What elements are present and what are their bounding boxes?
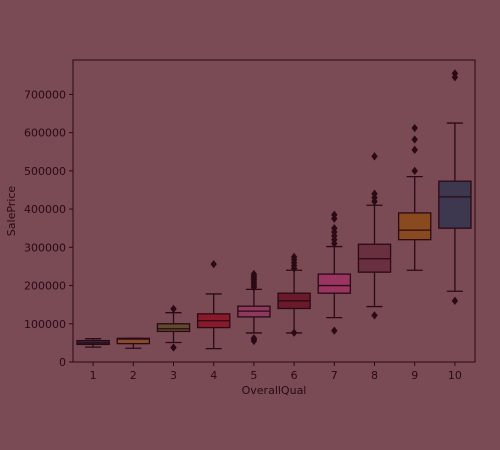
- outlier-point: [331, 326, 338, 335]
- outlier-point: [371, 189, 378, 198]
- x-tick-label: 3: [170, 369, 177, 382]
- outlier-point: [451, 69, 459, 78]
- box-iqr: [438, 180, 472, 229]
- box-iqr: [116, 337, 151, 345]
- outlier-point: [331, 224, 338, 233]
- plot-frame: [72, 59, 476, 363]
- x-tick-label: 6: [291, 369, 298, 382]
- x-tick-label: 7: [331, 369, 338, 382]
- y-tick-label: 300000: [24, 241, 66, 254]
- outlier-point: [371, 152, 378, 161]
- box-group-7: [317, 210, 352, 335]
- y-tick-label: 0: [59, 356, 66, 369]
- box-group-3: [156, 304, 191, 352]
- box-iqr: [156, 323, 191, 333]
- box-group-1: [76, 338, 110, 348]
- outlier-point: [170, 343, 177, 352]
- y-tick-label: 500000: [24, 165, 66, 178]
- outlier-point: [411, 135, 418, 144]
- x-tick-label: 9: [411, 369, 418, 382]
- box-group-6: [277, 252, 311, 337]
- y-axis-label: SalePrice: [5, 186, 18, 237]
- boxes-layer: [76, 69, 472, 352]
- outlier-point: [331, 210, 338, 219]
- outlier-point: [290, 328, 298, 337]
- outlier-point: [170, 304, 177, 314]
- x-tick-label: 2: [130, 369, 137, 382]
- outlier-point: [210, 259, 217, 269]
- box-iqr: [397, 212, 432, 241]
- box-group-5: [237, 269, 271, 346]
- outlier-point: [290, 252, 298, 262]
- outlier-point: [411, 166, 418, 176]
- outlier-point: [411, 123, 418, 133]
- x-tick-label: 1: [90, 369, 97, 382]
- y-axis: 0 100000 200000 300000 400000 500000 600000 700…: [24, 88, 73, 369]
- outlier-point: [371, 311, 378, 320]
- box-group-2: [116, 337, 151, 349]
- y-tick-label: 400000: [24, 203, 66, 216]
- x-axis: 1 2 3 4 5 6 7 8 9 10: [90, 362, 462, 382]
- box-group-4: [196, 259, 231, 350]
- box-group-10: [438, 69, 472, 305]
- y-tick-label: 200000: [24, 280, 66, 293]
- y-tick-label: 700000: [24, 88, 66, 101]
- y-tick-label: 600000: [24, 127, 66, 140]
- outlier-point: [250, 269, 258, 279]
- x-tick-label: 8: [371, 369, 378, 382]
- box-group-9: [397, 123, 432, 271]
- outlier-point: [411, 145, 418, 154]
- x-tick-label: 5: [250, 369, 257, 382]
- x-axis-label: OverallQual: [242, 384, 307, 397]
- outlier-point: [451, 296, 459, 305]
- x-tick-label: 10: [448, 369, 462, 382]
- box-iqr: [317, 273, 352, 294]
- outlier-point: [250, 334, 258, 343]
- box-group-8: [357, 152, 392, 320]
- x-tick-label: 4: [210, 369, 217, 382]
- y-tick-label: 100000: [24, 318, 66, 331]
